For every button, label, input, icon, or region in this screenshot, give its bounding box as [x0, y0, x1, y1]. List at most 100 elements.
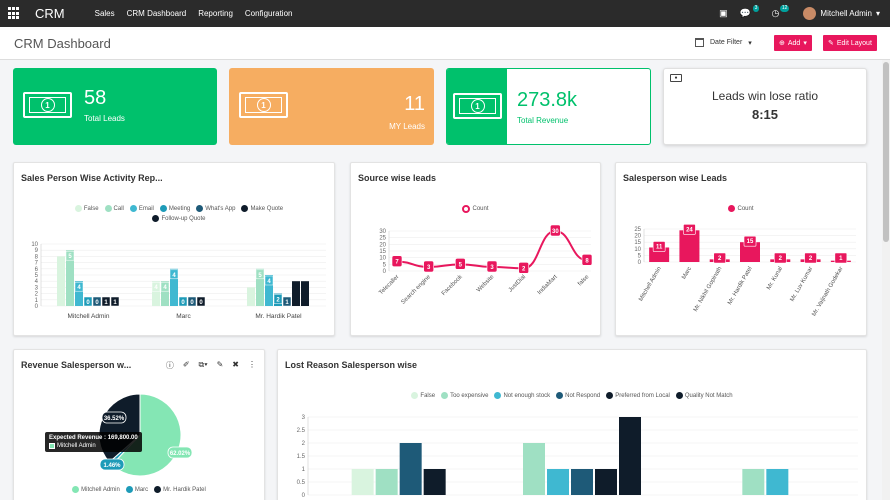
data-label: 30 — [552, 229, 559, 235]
legend-swatch — [441, 392, 449, 399]
chat-icon[interactable]: 💬 3 — [739, 4, 760, 18]
legend-item[interactable]: Mitchell Admin — [72, 486, 120, 493]
data-label-bg — [652, 241, 666, 252]
copy-icon[interactable]: ⧉▾ — [198, 360, 208, 369]
chat-badge: 3 — [752, 4, 760, 12]
y-tick-label: 10 — [634, 247, 641, 253]
brush-icon[interactable]: ✐ — [182, 360, 190, 369]
legend-label: Preferred from Local — [615, 392, 670, 399]
data-label: 2 — [276, 298, 280, 304]
legend-item[interactable]: Count — [728, 205, 754, 212]
more-icon[interactable]: ⋮ — [248, 360, 256, 369]
y-tick-label: 30 — [379, 229, 386, 235]
legend-label: False — [420, 392, 436, 399]
kpi-value: 11 — [404, 93, 425, 115]
bar — [766, 469, 789, 495]
legend-label: Meeting — [168, 205, 191, 212]
legend-item[interactable]: Too expensive — [441, 392, 488, 399]
date-filter-button[interactable]: Date Filter ▾ — [695, 38, 752, 47]
legend-swatch — [494, 392, 502, 399]
ratio-card[interactable]: ● Leads win lose ratio 8:15 — [663, 68, 867, 145]
legend-swatch — [129, 205, 137, 212]
legend-item[interactable]: Count — [462, 205, 489, 213]
x-tick-label: Mitchell Admin — [638, 266, 663, 303]
plus-icon: ⊕ — [779, 40, 785, 47]
close-icon[interactable]: ✖ — [232, 360, 239, 369]
y-tick-label: 0 — [638, 260, 642, 266]
calendar-icon — [695, 38, 704, 47]
kpi-total-revenue[interactable]: 1 273.8k Total Revenue — [446, 68, 651, 145]
data-label: 0 — [190, 300, 194, 306]
legend-item[interactable]: Quality Not Match — [675, 392, 733, 399]
legend-item[interactable]: Call — [104, 205, 124, 212]
legend-swatch — [125, 486, 133, 493]
kpi-my-leads[interactable]: 1 11 MY Leads — [229, 68, 434, 145]
data-label-bg — [65, 250, 75, 261]
chart-legend: Count — [351, 205, 600, 213]
y-tick-label: 0 — [383, 269, 387, 275]
top-navbar: CRM Sales CRM Dashboard Reporting Config… — [0, 0, 890, 27]
data-label-bg — [92, 296, 102, 307]
scrollbar-thumb[interactable] — [883, 62, 889, 242]
y-tick-label: 3 — [35, 285, 39, 291]
x-tick-label: IndiaMart — [537, 274, 559, 296]
legend-item[interactable]: Preferred from Local — [606, 392, 670, 399]
add-button[interactable]: ⊕ Add ▾ — [774, 35, 812, 51]
y-tick-label: 5 — [383, 262, 387, 268]
legend-item[interactable]: Mr. Hardik Patel — [154, 486, 206, 493]
data-label-bg — [196, 296, 206, 307]
menu-sales[interactable]: Sales — [94, 9, 115, 18]
legend-item[interactable]: Meeting — [159, 205, 191, 212]
activity-chart-panel: Sales Person Wise Activity Rep... False C… — [13, 162, 335, 336]
activity-icon[interactable]: ◷ 12 — [771, 4, 790, 18]
legend-item[interactable]: Email — [129, 205, 154, 212]
bar — [571, 469, 593, 495]
money-icon: ● — [670, 74, 682, 82]
menu-reporting[interactable]: Reporting — [198, 9, 233, 18]
data-label: 0 — [95, 300, 99, 306]
user-name: Mitchell Admin — [820, 9, 872, 18]
info-icon[interactable]: ⓘ — [165, 361, 174, 370]
legend-label: False — [83, 205, 99, 212]
y-tick-label: 2.5 — [297, 428, 306, 434]
legend-item[interactable]: Not Respond — [556, 392, 600, 399]
edit-layout-button[interactable]: ✎ Edit Layout — [823, 35, 877, 51]
money-icon: 1 — [23, 92, 72, 118]
screen-icon[interactable]: ▣ — [719, 8, 728, 18]
data-label-bg — [74, 281, 84, 292]
data-label-bg — [273, 294, 283, 304]
data-label: 3 — [490, 265, 494, 271]
page-scrollbar[interactable] — [882, 60, 890, 500]
legend-item[interactable]: Marc — [125, 486, 148, 493]
legend-label: Not enough stock — [503, 392, 551, 399]
legend-swatch — [675, 392, 683, 399]
legend-item[interactable]: Follow-up Quote — [152, 215, 206, 222]
y-tick-label: 10 — [379, 256, 386, 262]
menu-configuration[interactable]: Configuration — [244, 9, 293, 18]
legend-label: Make Quote — [250, 205, 284, 212]
user-menu[interactable]: Mitchell Admin ▾ — [803, 7, 880, 20]
data-label: 4 — [163, 285, 167, 291]
y-tick-label: 20 — [379, 242, 386, 248]
legend-item[interactable]: False — [411, 392, 435, 399]
apps-grid-icon[interactable] — [8, 7, 21, 20]
x-tick-label: false — [577, 274, 591, 288]
legend-item[interactable]: Not enough stock — [494, 392, 550, 399]
data-point — [486, 260, 498, 273]
y-tick-label: 0 — [35, 304, 39, 310]
data-point — [581, 254, 593, 266]
legend-item[interactable]: Make Quote — [241, 205, 283, 212]
legend-item[interactable]: What's App — [196, 205, 235, 212]
ratio-title: Leads win lose ratio — [711, 89, 819, 103]
pencil-icon[interactable]: ✎ — [216, 360, 224, 369]
kpi-total-leads[interactable]: 1 58 Total Leads — [13, 68, 217, 145]
panel-title: Source wise leads — [358, 173, 437, 183]
app-brand[interactable]: CRM — [35, 6, 65, 21]
menu-crm-dashboard[interactable]: CRM Dashboard — [126, 9, 187, 18]
data-label: 36.52% — [104, 416, 125, 422]
x-tick-label: Website — [476, 274, 496, 294]
ratio-value: 8:15 — [751, 107, 779, 122]
legend-item[interactable]: False — [74, 205, 99, 212]
legend-swatch — [556, 392, 564, 399]
legend-swatch — [154, 486, 162, 493]
